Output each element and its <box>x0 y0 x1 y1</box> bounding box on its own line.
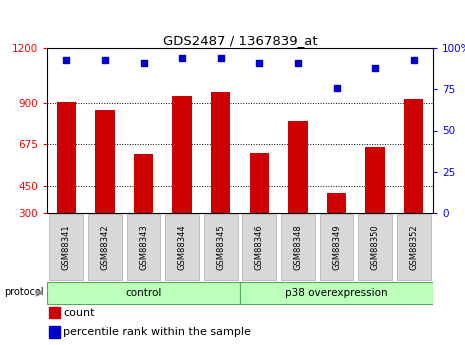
Point <box>63 57 70 62</box>
Title: GDS2487 / 1367839_at: GDS2487 / 1367839_at <box>163 34 317 47</box>
Text: GSM88345: GSM88345 <box>216 224 225 270</box>
Point <box>140 60 147 66</box>
Bar <box>288 121 307 213</box>
Point <box>101 57 109 62</box>
Text: GSM88350: GSM88350 <box>371 224 379 270</box>
Bar <box>47 282 240 304</box>
Point <box>179 55 186 61</box>
FancyBboxPatch shape <box>397 214 431 280</box>
FancyBboxPatch shape <box>126 214 160 280</box>
Text: GSM88349: GSM88349 <box>332 224 341 270</box>
Point <box>372 65 379 71</box>
FancyBboxPatch shape <box>204 214 238 280</box>
FancyBboxPatch shape <box>319 214 353 280</box>
Text: GSM88342: GSM88342 <box>100 224 109 270</box>
Bar <box>365 147 385 213</box>
FancyBboxPatch shape <box>358 214 392 280</box>
FancyBboxPatch shape <box>165 214 199 280</box>
Point <box>294 60 302 66</box>
Text: GSM88344: GSM88344 <box>178 224 186 270</box>
Text: protocol: protocol <box>4 287 43 297</box>
Text: count: count <box>63 308 95 318</box>
Bar <box>134 154 153 213</box>
Bar <box>95 110 114 213</box>
Text: GSM88348: GSM88348 <box>293 224 302 270</box>
FancyBboxPatch shape <box>49 214 83 280</box>
FancyBboxPatch shape <box>242 214 276 280</box>
Bar <box>49 326 60 337</box>
Bar <box>49 307 60 318</box>
FancyBboxPatch shape <box>281 214 315 280</box>
Bar <box>173 96 192 213</box>
Point <box>410 57 418 62</box>
Point <box>256 60 263 66</box>
Point <box>217 55 225 61</box>
Text: GSM88343: GSM88343 <box>139 224 148 270</box>
Bar <box>240 282 433 304</box>
Bar <box>57 102 76 213</box>
Bar <box>211 92 230 213</box>
Bar <box>250 152 269 213</box>
Text: GSM88341: GSM88341 <box>62 224 71 270</box>
Text: GSM88346: GSM88346 <box>255 224 264 270</box>
Bar <box>404 99 423 213</box>
Text: percentile rank within the sample: percentile rank within the sample <box>63 327 251 337</box>
FancyBboxPatch shape <box>88 214 122 280</box>
Bar <box>327 193 346 213</box>
Text: control: control <box>125 288 162 298</box>
Point <box>333 85 340 90</box>
Text: p38 overexpression: p38 overexpression <box>285 288 388 298</box>
Text: GSM88352: GSM88352 <box>409 224 418 270</box>
